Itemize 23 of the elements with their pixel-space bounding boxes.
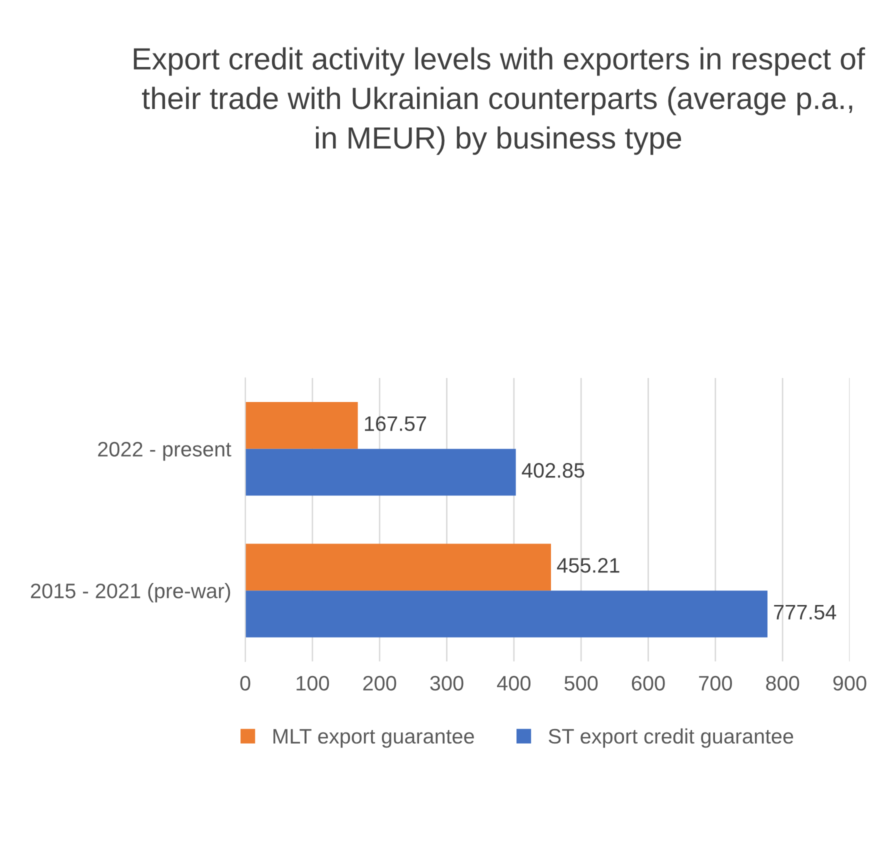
x-tick-label: 900 — [833, 676, 866, 691]
x-tick-label: 0 — [240, 676, 250, 691]
legend-label: MLT export guarantee — [273, 729, 474, 748]
data-label: 777.54 — [774, 605, 836, 620]
data-label: 455.21 — [557, 558, 620, 573]
x-tick-label: 700 — [699, 676, 732, 691]
chart-title: Export credit activity levels with exporters in respect of their trade with Ukrainian counterparts (average p.a., in MEUR) by business type — [134, 47, 866, 155]
x-tick-label: 200 — [363, 676, 396, 691]
x-tick-label: 600 — [632, 676, 665, 691]
legend-label: ST export credit guarantee — [548, 728, 794, 748]
x-tick-label: 800 — [766, 676, 800, 691]
x-tick-label: 400 — [497, 676, 530, 691]
bar — [245, 402, 358, 449]
x-tick-label: 100 — [296, 676, 330, 691]
x-tick-label: 300 — [430, 676, 464, 691]
data-label: 402.85 — [522, 463, 584, 478]
data-label: 167.57 — [364, 416, 426, 432]
x-tick-label: 500 — [564, 676, 598, 691]
bar — [245, 448, 516, 496]
y-tick-label: 2022 - present — [98, 442, 232, 461]
bar — [245, 544, 551, 591]
bar — [245, 590, 768, 638]
y-tick-label: 2015 - 2021 (pre-war) — [30, 583, 230, 602]
